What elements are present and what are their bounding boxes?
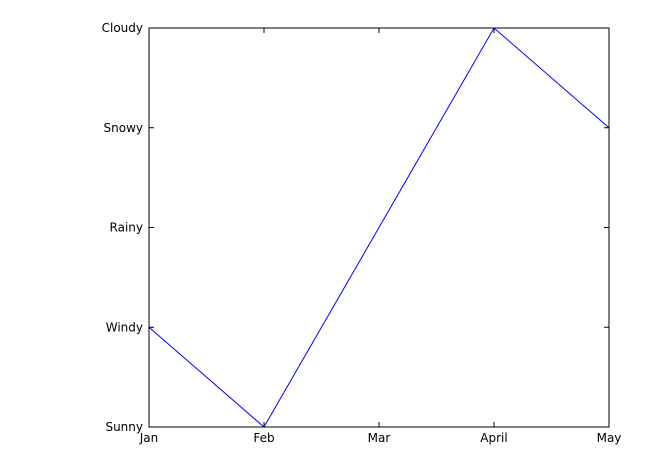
x-tick-label-mar: Mar [368,431,391,445]
series-layer [148,27,610,428]
x-axis-tick-labels: Jan Feb Mar April May [139,431,622,445]
x-tick-label-feb: Feb [253,431,274,445]
x-tick-label-jan: Jan [139,431,159,445]
y-tick-label-rainy: Rainy [110,221,143,235]
y-axis-tick-labels: Sunny Windy Rainy Snowy Cloudy [102,21,143,434]
y-tick-label-cloudy: Cloudy [102,21,143,35]
x-tick-label-april: April [480,431,507,445]
y-tick-label-snowy: Snowy [104,121,143,135]
x-tick-label-may: May [597,431,622,445]
y-tick-label-sunny: Sunny [105,420,143,434]
plot-frame [148,27,610,428]
y-tick-label-windy: Windy [106,320,143,334]
series-line-0 [148,27,610,428]
